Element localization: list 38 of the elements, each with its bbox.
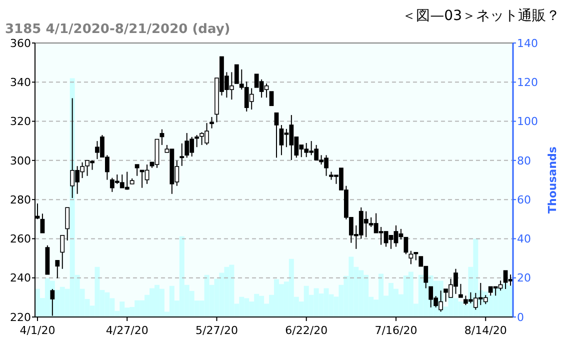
x-tick-label: 8/14/20 — [464, 324, 507, 337]
y-tick-label: 320 — [10, 115, 31, 128]
candlestick — [60, 234, 65, 270]
x-tick-label: 4/1/20 — [20, 324, 56, 337]
candlestick — [274, 112, 279, 158]
y-tick-label: 260 — [10, 232, 31, 246]
x-tick-label: 5/27/20 — [196, 324, 238, 337]
y2-tick-label: 20 — [517, 272, 531, 285]
y2-tick-label: 80 — [517, 154, 531, 168]
x-tick-label: 7/16/20 — [374, 324, 418, 337]
y2-axis-title: Thousands — [546, 146, 559, 214]
x-tick-label: 6/22/20 — [285, 324, 328, 337]
y2-tick-label: 0 — [517, 310, 524, 324]
y-tick-label: 360 — [10, 36, 31, 50]
candlestick — [65, 207, 70, 241]
candlestick — [404, 236, 408, 255]
candlestick — [408, 250, 414, 265]
candlestick — [134, 164, 140, 176]
y-tick-label: 220 — [10, 310, 31, 324]
candlestick — [40, 213, 45, 234]
candlestick — [160, 128, 164, 146]
y2-tick-label: 120 — [517, 76, 538, 89]
candlestick — [180, 142, 184, 166]
y-tick-label: 340 — [10, 76, 31, 89]
candlestick — [269, 91, 274, 106]
y2-tick-label: 100 — [517, 115, 538, 128]
candlestick — [210, 116, 214, 129]
text: ＜図—03＞ネット通販？ — [402, 8, 560, 24]
y2-tick-label: 60 — [517, 193, 531, 206]
candlestick — [458, 283, 463, 298]
chart-title: 3185 4/1/2020-8/21/2020 (day) — [5, 22, 230, 37]
y-tick-label: 280 — [10, 193, 31, 206]
y2-tick-label: 140 — [517, 36, 538, 50]
y2-tick-label: 40 — [517, 232, 531, 246]
x-tick-label: 4/27/20 — [106, 324, 148, 337]
y-tick-label: 300 — [10, 154, 31, 168]
y-tick-label: 240 — [10, 272, 31, 285]
candlestick — [55, 260, 60, 279]
